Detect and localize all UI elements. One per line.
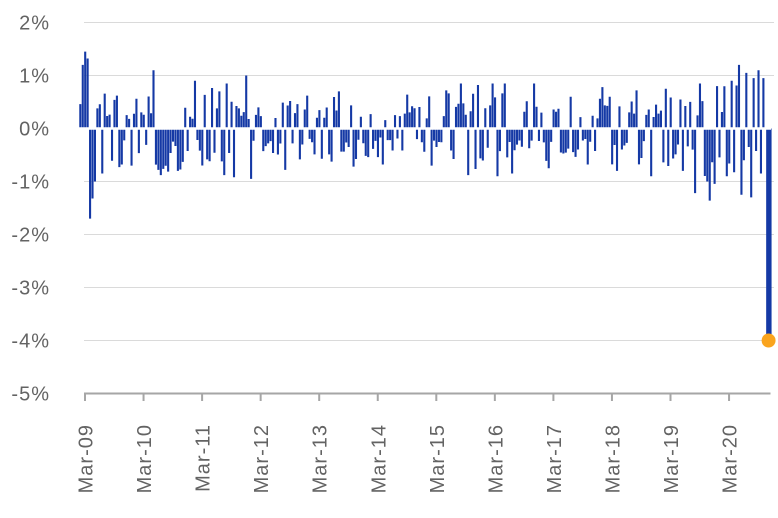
y-tick-label: -5%	[11, 384, 50, 406]
x-tick-label: Mar-15	[427, 424, 449, 493]
x-tick-label: Mar-11	[193, 424, 215, 492]
x-tick-label: Mar-14	[368, 424, 390, 493]
y-tick-label: -2%	[11, 225, 50, 247]
y-tick-label: -4%	[11, 331, 50, 353]
x-tick-label: Mar-13	[310, 424, 332, 493]
outlier-marker	[761, 333, 776, 348]
y-tick-label: -3%	[11, 278, 50, 300]
outlier-bar	[766, 128, 772, 341]
x-tick-label: Mar-18	[602, 424, 624, 493]
y-tick-label: 0%	[19, 119, 50, 141]
x-tick-label: Mar-09	[76, 424, 98, 493]
x-tick-label: Mar-20	[720, 424, 742, 493]
x-tick-label: Mar-17	[544, 424, 566, 493]
x-tick-label: Mar-19	[661, 424, 683, 493]
x-tick-label: Mar-12	[251, 424, 273, 493]
x-tick-label: Mar-16	[485, 424, 507, 493]
y-tick-label: 2%	[19, 13, 50, 35]
bars-series	[79, 51, 765, 219]
x-tick-label: Mar-10	[134, 424, 156, 493]
y-tick-label: 1%	[19, 66, 50, 88]
y-tick-label: -1%	[11, 172, 50, 194]
